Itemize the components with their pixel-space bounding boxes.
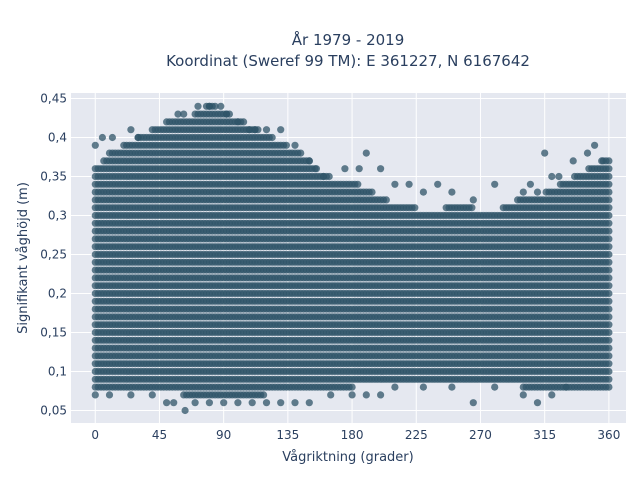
data-point: [382, 196, 390, 204]
chart-title: År 1979 - 2019 Koordinat (Sweref 99 TM):…: [166, 30, 530, 70]
data-point: [297, 149, 305, 157]
data-point: [282, 141, 290, 149]
data-point: [325, 172, 333, 181]
data-point: [468, 204, 476, 212]
data-point: [411, 204, 419, 212]
title-line-1: År 1979 - 2019: [292, 30, 405, 49]
title-line-2: Koordinat (Sweref 99 TM): E 361227, N 61…: [166, 52, 530, 70]
data-points: [91, 102, 613, 415]
data-point: [354, 180, 362, 188]
data-point: [348, 383, 356, 391]
data-point: [240, 118, 248, 126]
data-point: [368, 188, 376, 196]
data-point: [260, 391, 268, 399]
data-point: [211, 102, 219, 110]
data-point: [268, 133, 276, 142]
